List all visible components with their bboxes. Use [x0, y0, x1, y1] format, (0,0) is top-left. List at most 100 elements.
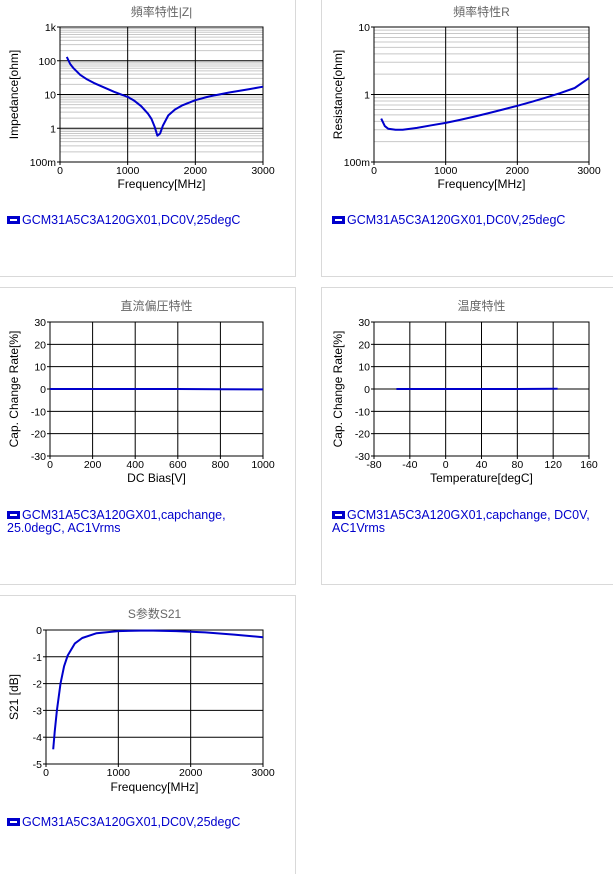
series-line: [52, 629, 264, 750]
y-axis-label: Cap. Change Rate[%]: [331, 331, 345, 448]
y-tick-label: 1: [364, 90, 370, 102]
x-tick-label: 0: [57, 165, 63, 177]
x-tick-label: 3000: [251, 767, 275, 779]
legend-swatch-icon: [7, 511, 20, 519]
legend-swatch-icon: [332, 511, 345, 519]
chart-2: 直流偏圧特性 0 200 400 600 800 1000 -30 -20 -10 0 10 20 30 D…: [7, 298, 275, 485]
chart-1: 頻率特性R 0 1000 2000 3000 100m 1 10 Frequency[MHz] R…: [331, 4, 601, 191]
chart-0: 頻率特性|Z| 0 1000 2000 3000 100m 1 10 100 1k Frequenc…: [7, 4, 275, 191]
x-axis-label: Frequency[MHz]: [437, 177, 525, 191]
y-tick-label: 10: [358, 22, 370, 34]
y-tick-label: -5: [33, 759, 42, 771]
y-tick-label: -3: [33, 705, 42, 717]
chart-panel-temperature: [321, 287, 613, 585]
x-tick-label: 2000: [179, 767, 203, 779]
y-tick-label: 20: [358, 339, 370, 351]
x-tick-label: 400: [126, 459, 144, 471]
x-tick-label: 800: [212, 459, 230, 471]
y-tick-label: -20: [355, 429, 370, 441]
x-tick-label: 0: [371, 165, 377, 177]
x-tick-label: 3000: [251, 165, 275, 177]
y-tick-label: -2: [33, 679, 42, 691]
legend-swatch-icon: [7, 818, 20, 826]
x-tick-label: 0: [47, 459, 53, 471]
x-axis-label: Temperature[degC]: [430, 471, 533, 485]
x-tick-label: -80: [366, 459, 381, 471]
x-tick-label: 200: [84, 459, 102, 471]
series-line: [380, 77, 590, 131]
legend-swatch-icon: [332, 216, 345, 224]
x-tick-label: 1000: [251, 459, 275, 471]
y-tick-label: -30: [355, 451, 370, 463]
legend-dc-bias[interactable]: GCM31A5C3A120GX01,capchange, 25.0degC, A…: [7, 509, 252, 535]
y-axis-label: Impedance[ohm]: [7, 50, 21, 139]
x-tick-label: 600: [169, 459, 187, 471]
y-axis-label: Cap. Change Rate[%]: [7, 331, 21, 448]
x-tick-label: 1000: [116, 165, 140, 177]
plot-frame: [373, 26, 590, 163]
chart-panel-s21: [0, 595, 296, 874]
x-tick-label: 1000: [434, 165, 458, 177]
y-tick-label: 0: [40, 384, 46, 396]
chart-3: 温度特性 -80 -40 0 40 80 120 160 -30 -20 -10 0 10 20 30 Tem…: [331, 298, 598, 485]
x-tick-label: 1000: [107, 767, 131, 779]
y-tick-label: -10: [31, 406, 46, 418]
x-tick-label: 80: [511, 459, 523, 471]
y-tick-label: 0: [364, 384, 370, 396]
y-tick-label: 10: [44, 90, 56, 102]
x-tick-label: 0: [43, 767, 49, 779]
y-tick-label: 20: [34, 339, 46, 351]
y-tick-label: 100: [38, 56, 56, 68]
chart-title: 温度特性: [457, 298, 505, 313]
chart-title: 頻率特性R: [453, 4, 510, 19]
legend-s21[interactable]: GCM31A5C3A120GX01,DC0V,25degC: [7, 816, 287, 829]
x-tick-label: 2000: [184, 165, 208, 177]
y-tick-label: -20: [31, 429, 46, 441]
x-axis-label: DC Bias[V]: [127, 471, 186, 485]
legend-label: GCM31A5C3A120GX01,DC0V,25degC: [22, 815, 241, 829]
x-tick-label: 160: [580, 459, 598, 471]
x-tick-label: 0: [443, 459, 449, 471]
y-tick-label: 0: [36, 625, 42, 637]
chart-title: S参数S21: [128, 606, 182, 621]
y-tick-label: 100m: [30, 157, 57, 169]
x-axis-label: Frequency[MHz]: [117, 177, 205, 191]
chart-panel-resistance: [321, 0, 613, 277]
legend-resistance[interactable]: GCM31A5C3A120GX01,DC0V,25degC: [332, 214, 607, 227]
chart-panel-dc-bias: [0, 287, 296, 585]
y-tick-label: 30: [34, 317, 46, 329]
y-tick-label: 10: [358, 362, 370, 374]
legend-label: GCM31A5C3A120GX01,DC0V,25degC: [22, 213, 241, 227]
x-tick-label: -40: [402, 459, 417, 471]
plot-frame: [373, 321, 590, 457]
y-axis-label: S21 [dB]: [7, 674, 21, 720]
chart-4: S参数S21 0 1000 2000 3000 -5 -4 -3 -2 -1 0 Frequency[…: [7, 606, 275, 794]
chart-title: 直流偏圧特性: [120, 298, 192, 313]
legend-label: GCM31A5C3A120GX01,DC0V,25degC: [347, 213, 566, 227]
plot-frame: [45, 629, 264, 765]
legend-swatch-icon: [7, 216, 20, 224]
legend-temperature[interactable]: GCM31A5C3A120GX01,capchange, DC0V, AC1Vr…: [332, 509, 607, 535]
y-tick-label: -4: [33, 732, 42, 744]
y-tick-label: 30: [358, 317, 370, 329]
y-tick-label: -10: [355, 406, 370, 418]
y-tick-label: 1: [50, 123, 56, 135]
x-tick-label: 3000: [577, 165, 601, 177]
legend-label: GCM31A5C3A120GX01,capchange, 25.0degC, A…: [7, 508, 226, 535]
y-tick-label: 1k: [45, 22, 57, 34]
x-tick-label: 2000: [506, 165, 530, 177]
y-tick-label: -1: [33, 652, 42, 664]
chart-title: 頻率特性|Z|: [131, 4, 193, 19]
x-tick-label: 40: [476, 459, 488, 471]
legend-impedance[interactable]: GCM31A5C3A120GX01,DC0V,25degC: [7, 214, 287, 227]
x-axis-label: Frequency[MHz]: [110, 780, 198, 794]
y-tick-label: 100m: [344, 157, 371, 169]
y-axis-label: Resistance[ohm]: [331, 50, 345, 139]
y-tick-label: 10: [34, 362, 46, 374]
legend-label: GCM31A5C3A120GX01,capchange, DC0V, AC1Vr…: [332, 508, 590, 535]
plot-frame: [59, 26, 264, 163]
x-tick-label: 120: [544, 459, 562, 471]
y-tick-label: -30: [31, 451, 46, 463]
series-line: [65, 56, 264, 137]
